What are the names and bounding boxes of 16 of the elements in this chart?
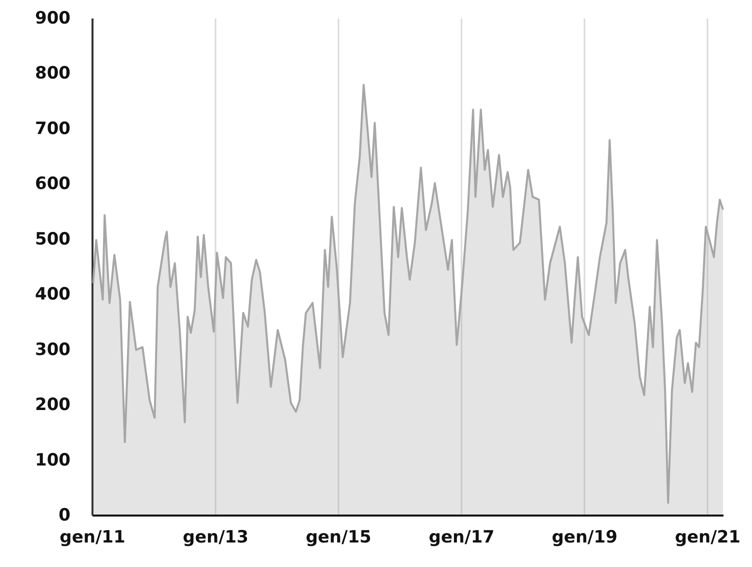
y-tick-label: 500	[35, 229, 71, 250]
x-tick-label: gen/11	[60, 528, 126, 548]
y-tick-label: 400	[35, 284, 71, 305]
y-tick-label: 0	[58, 506, 71, 526]
x-tick-label: gen/17	[428, 528, 494, 548]
y-tick-label: 900	[35, 8, 71, 28]
x-tick-label: gen/13	[182, 528, 248, 548]
y-tick-label: 700	[35, 118, 71, 139]
x-tick-label: gen/15	[306, 528, 372, 548]
y-tick-label: 300	[35, 340, 71, 360]
y-tick-label: 600	[35, 174, 71, 194]
x-tick-label: gen/21	[674, 528, 741, 548]
x-tick-label: gen/19	[552, 528, 618, 548]
y-tick-label: 800	[35, 64, 71, 84]
y-tick-label: 100	[35, 450, 71, 470]
y-tick-label: 200	[35, 395, 71, 416]
